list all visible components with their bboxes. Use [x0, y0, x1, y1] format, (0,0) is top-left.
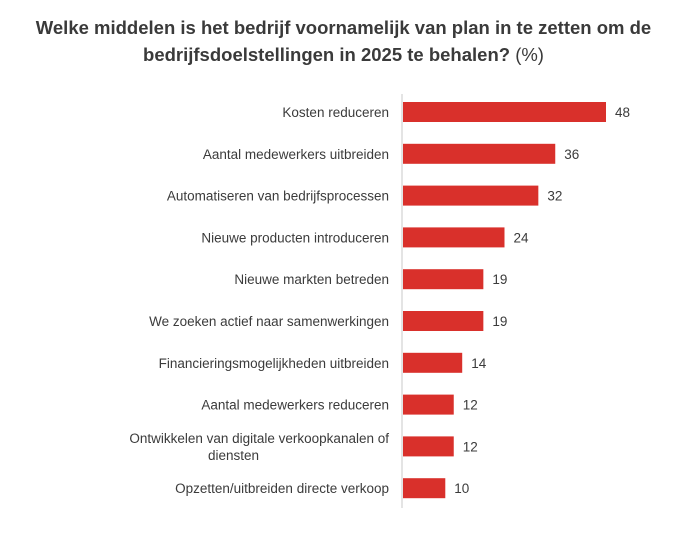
category-label: Kosten reduceren — [282, 105, 389, 120]
data-label: 10 — [454, 481, 469, 496]
data-label: 19 — [492, 314, 507, 329]
category-label: Nieuwe producten introduceren — [201, 230, 389, 245]
chart-title-text: Welke middelen is het bedrijf voornameli… — [35, 17, 652, 65]
category-label: Ontwikkelen van digitale verkoopkanalen … — [129, 431, 389, 463]
bar — [403, 436, 454, 457]
bar — [403, 102, 606, 122]
bar — [403, 227, 505, 248]
data-label: 19 — [492, 272, 507, 287]
bar — [403, 143, 556, 164]
category-label: Financieringsmogelijkheden uitbreiden — [159, 356, 389, 371]
chart-title: Welke middelen is het bedrijf voornameli… — [20, 14, 667, 68]
data-label: 12 — [463, 439, 478, 454]
category-label: Opzetten/uitbreiden directe verkoop — [175, 481, 389, 496]
bar — [403, 478, 446, 499]
chart-title-unit: (%) — [515, 44, 544, 65]
category-label: Nieuwe markten betreden — [234, 272, 389, 287]
bar — [403, 269, 484, 290]
data-label: 48 — [615, 105, 630, 120]
bar — [403, 311, 484, 331]
data-label: 14 — [471, 356, 487, 371]
category-label: We zoeken actief naar samenwerkingen — [149, 314, 389, 329]
bar — [403, 352, 463, 373]
category-label: Aantal medewerkers reduceren — [201, 398, 389, 413]
data-label: 12 — [463, 398, 478, 413]
data-label: 32 — [547, 189, 562, 204]
bar — [403, 185, 539, 206]
bar — [403, 394, 454, 415]
category-label: Automatiseren van bedrijfsprocessen — [167, 189, 389, 204]
data-label: 24 — [514, 230, 530, 245]
data-label: 36 — [564, 147, 579, 162]
category-label: Aantal medewerkers uitbreiden — [203, 147, 389, 162]
